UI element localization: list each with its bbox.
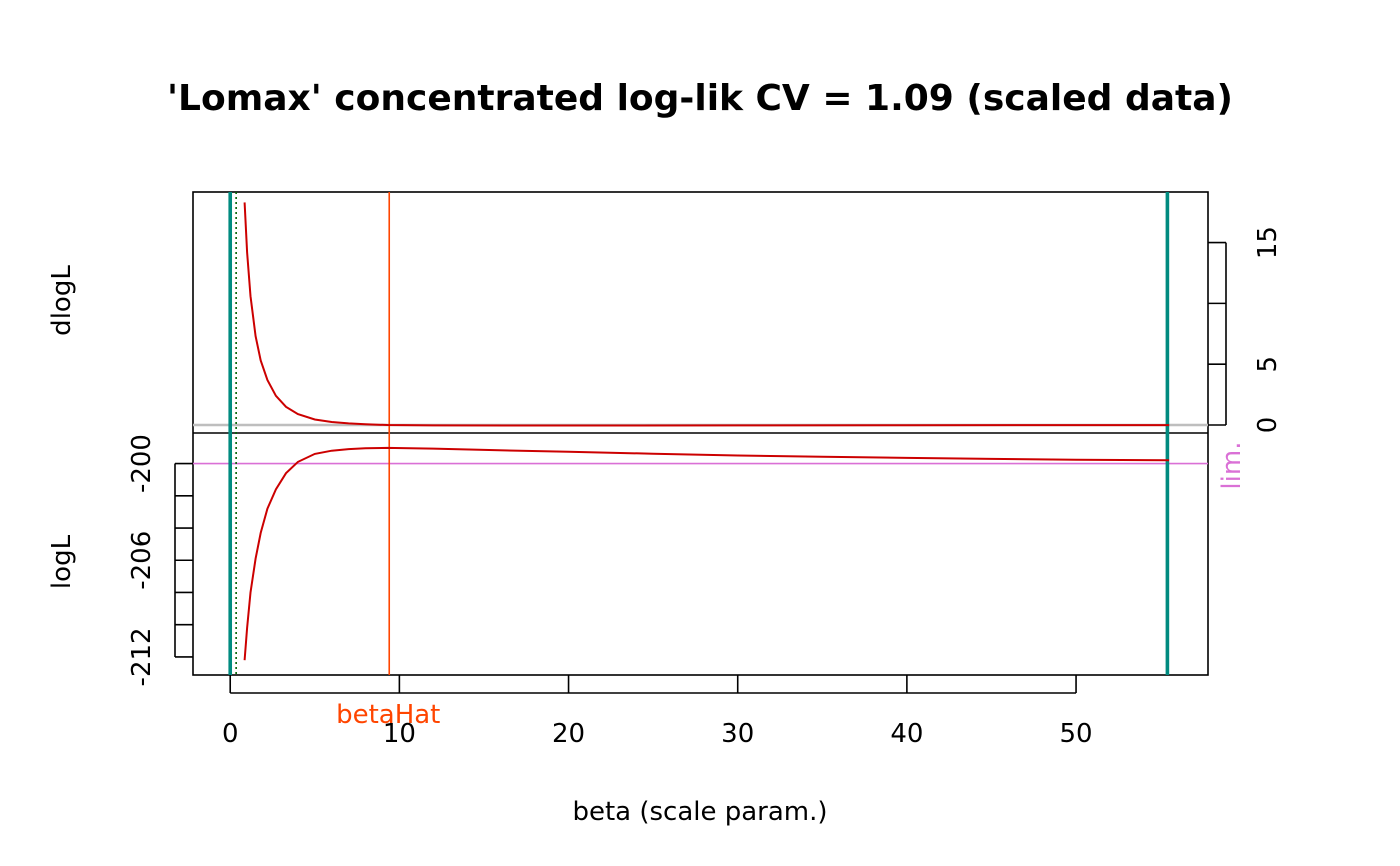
x-tick-label: 40 (890, 719, 923, 749)
logL-y-axis-label: logL (47, 534, 77, 589)
plot-layer: lim. betaHat 0 10 20 30 40 50 0 5 15 dlogL -212 -206 -… (47, 191, 1283, 749)
dlogL-y-tick-label: 0 (1253, 417, 1283, 434)
x-tick-label: 10 (383, 719, 416, 749)
logL-y-tick-label: -212 (127, 627, 157, 686)
x-tick-label: 50 (1060, 719, 1093, 749)
logL-curve (243, 446, 1170, 661)
dlogL-curve (243, 202, 1170, 427)
x-tick-label: 0 (222, 719, 239, 749)
x-tick-label: 30 (721, 719, 754, 749)
betahat-label: betaHat (336, 700, 440, 730)
dlogL-y-tick-label: 15 (1253, 226, 1283, 259)
logL-y-tick-label: -206 (127, 531, 157, 590)
dlogL-y-tick-label: 5 (1253, 356, 1283, 373)
logL-y-tick-label: -200 (127, 434, 157, 493)
chart-title: 'Lomax' concentrated log-lik CV = 1.09 (… (167, 78, 1233, 119)
lim-line-label: lim. (1217, 442, 1247, 490)
dlogL-y-axis-label: dlogL (47, 265, 77, 336)
x-axis-label: beta (scale param.) (572, 797, 827, 827)
x-tick-label: 20 (552, 719, 585, 749)
